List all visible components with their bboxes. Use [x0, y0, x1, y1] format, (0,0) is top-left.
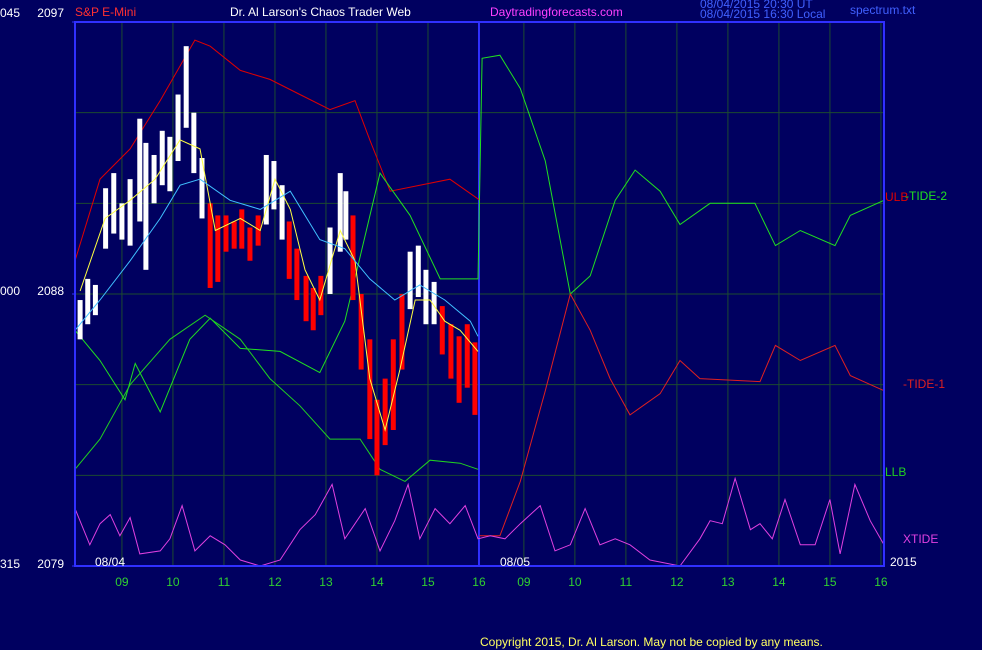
down-bar	[303, 275, 309, 322]
copyright: Copyright 2015, Dr. Al Larson. May not b…	[480, 635, 823, 649]
down-bar	[382, 378, 388, 446]
series-line	[74, 39, 481, 261]
average-line	[79, 139, 479, 432]
up-bar	[77, 300, 83, 340]
series-line	[74, 476, 885, 567]
down-bar	[286, 221, 292, 279]
series-label: -TIDE-1	[903, 377, 945, 391]
series-label: LLB	[885, 465, 906, 479]
title: Dr. Al Larson's Chaos Trader Web	[230, 5, 411, 19]
x-tick-label: 11	[620, 575, 633, 589]
date-label: 08/04	[95, 555, 125, 569]
x-tick-label: 15	[421, 575, 435, 589]
date-label: 2015	[890, 555, 917, 569]
up-bar	[167, 136, 173, 192]
down-bar	[374, 399, 380, 476]
left-label: 000	[0, 284, 20, 298]
up-bar	[263, 154, 269, 225]
left-label: 315	[0, 557, 20, 571]
x-tick-label: 10	[568, 575, 582, 589]
up-bar	[127, 179, 133, 246]
grid	[75, 22, 884, 566]
up-bar	[183, 46, 189, 128]
up-bar	[143, 142, 149, 270]
x-tick-label: 13	[319, 575, 333, 589]
x-tick-label: 14	[370, 575, 384, 589]
up-bar	[199, 158, 205, 219]
up-bar	[407, 251, 413, 310]
down-bar	[367, 339, 373, 440]
down-bar	[207, 203, 213, 288]
down-bar	[255, 215, 261, 246]
x-tick-label: 12	[268, 575, 282, 589]
down-bar	[247, 227, 253, 261]
down-bar	[223, 215, 229, 252]
up-bar	[137, 118, 143, 222]
y-tick-label: 2097	[37, 6, 64, 20]
down-bar	[215, 215, 221, 282]
down-bar	[448, 324, 454, 379]
average-line	[74, 178, 479, 337]
up-bar	[92, 284, 98, 316]
down-bar	[231, 221, 237, 249]
down-bar	[358, 294, 364, 370]
series-label: XTIDE	[903, 532, 938, 546]
file-name: spectrum.txt	[850, 3, 916, 17]
up-bar	[343, 191, 349, 240]
down-bar	[390, 339, 396, 430]
y-tick-label: 2079	[37, 557, 64, 571]
series-line	[74, 314, 479, 482]
up-bar	[415, 245, 421, 298]
down-bar	[294, 248, 300, 301]
x-tick-label: 11	[218, 575, 231, 589]
marks	[74, 39, 885, 567]
up-bar	[85, 278, 91, 325]
down-bar	[456, 336, 462, 403]
x-tick-label: 16	[874, 575, 888, 589]
x-tick-label: 16	[472, 575, 486, 589]
up-bar	[175, 94, 181, 162]
up-bar	[119, 203, 125, 240]
x-tick-label: 12	[670, 575, 684, 589]
series-label: -TIDE-2	[905, 189, 947, 203]
down-bar	[439, 306, 445, 355]
left-label: 045	[0, 6, 20, 20]
up-bar	[111, 173, 117, 234]
x-tick-label: 09	[115, 575, 129, 589]
up-bar	[151, 154, 157, 204]
down-bar	[239, 209, 245, 249]
down-bar	[472, 342, 478, 415]
down-bar	[399, 294, 405, 370]
x-tick-label: 13	[721, 575, 735, 589]
series-line	[74, 54, 885, 414]
stamp-ut: 08/04/2015 20:30 UT	[700, 0, 813, 11]
x-tick-label: 15	[823, 575, 837, 589]
date-label: 08/05	[500, 555, 530, 569]
up-bar	[159, 130, 165, 186]
symbol: S&P E-Mini	[75, 5, 136, 19]
up-bar	[337, 173, 343, 252]
up-bar	[191, 112, 197, 174]
up-bar	[327, 227, 333, 294]
series-line	[479, 292, 885, 537]
y-tick-label: 2088	[37, 284, 64, 298]
series-label: ULB	[885, 190, 908, 204]
x-tick-label: 09	[517, 575, 531, 589]
up-bar	[431, 281, 437, 325]
x-tick-label: 10	[166, 575, 180, 589]
down-bar	[310, 287, 316, 331]
down-bar	[464, 324, 470, 388]
up-bar	[279, 185, 285, 240]
x-tick-label: 14	[772, 575, 786, 589]
up-bar	[271, 161, 277, 210]
site: Daytradingforecasts.com	[490, 5, 623, 19]
up-bar	[423, 269, 429, 325]
stamp-local: 08/04/2015 16:30 Local	[700, 7, 825, 21]
